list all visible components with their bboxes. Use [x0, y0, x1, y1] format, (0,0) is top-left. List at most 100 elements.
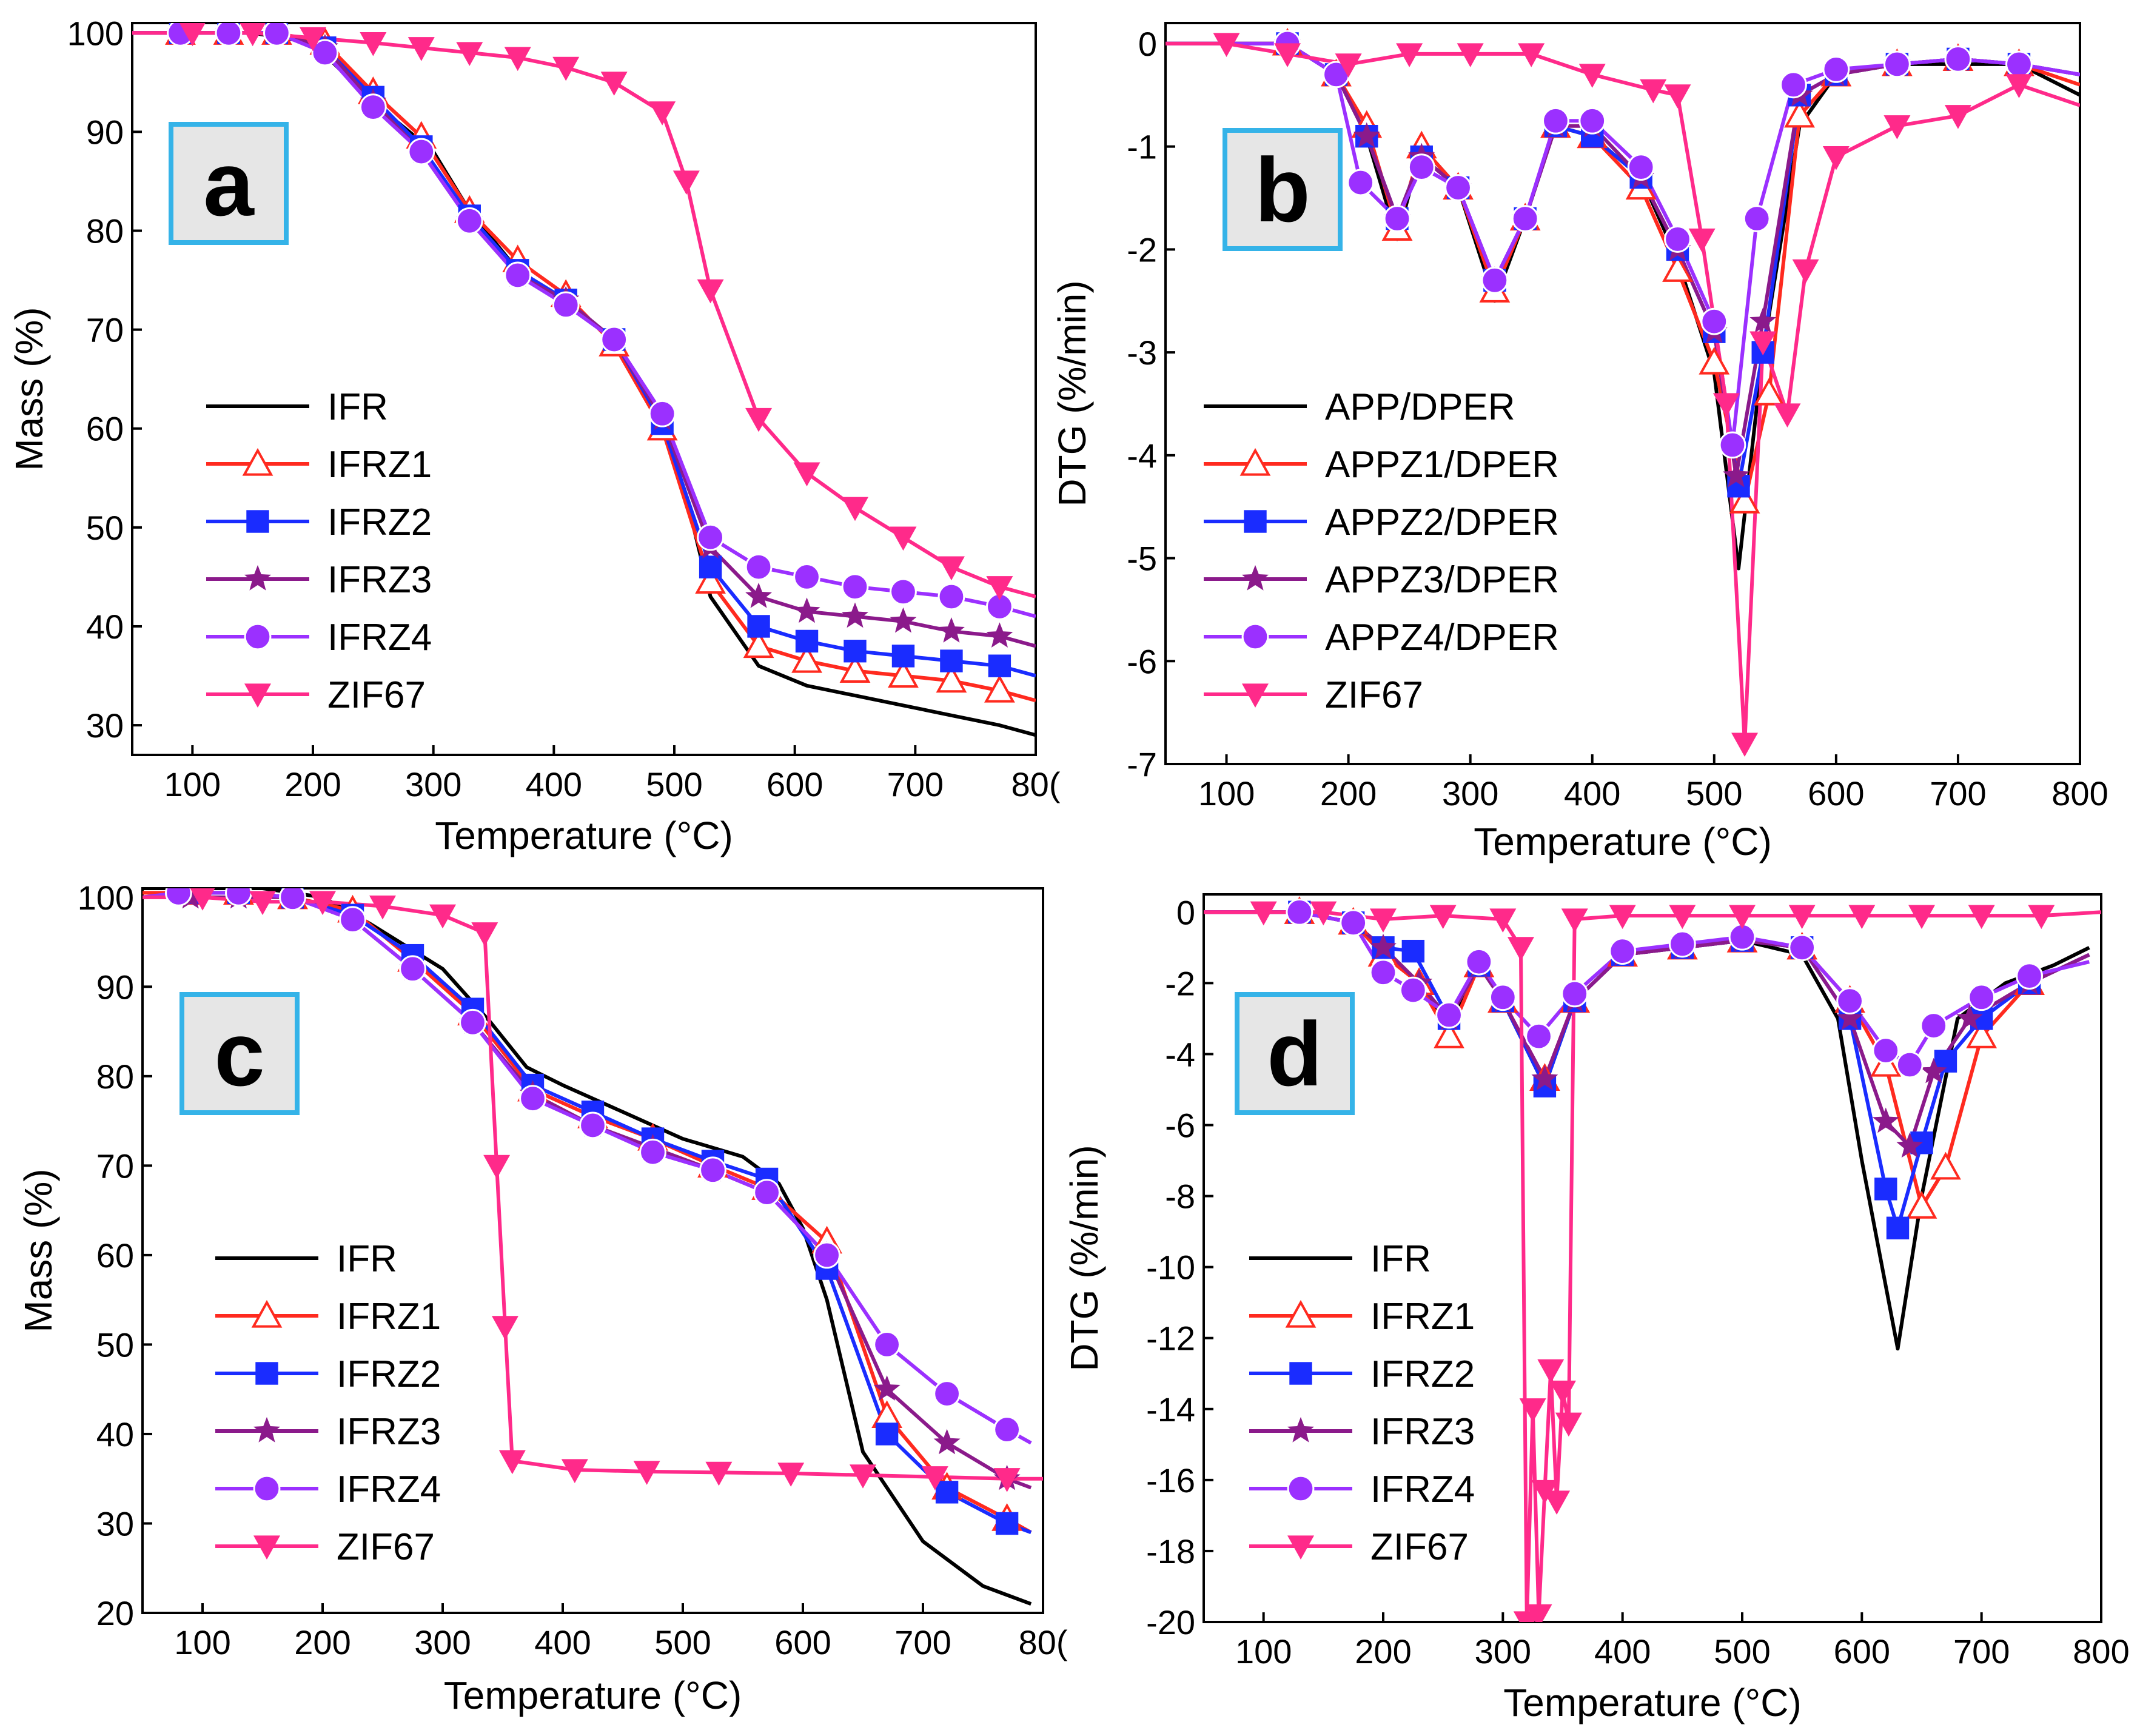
data-point — [1753, 377, 1785, 406]
data-point — [1489, 984, 1517, 1011]
data-point — [1561, 908, 1588, 933]
data-point — [1561, 980, 1589, 1008]
data-point — [1435, 1001, 1463, 1029]
data-point — [993, 1416, 1021, 1443]
x-tick-label: 700 — [887, 765, 944, 803]
data-point — [1944, 45, 1972, 73]
series-group — [1204, 896, 2101, 1622]
y-tick-label: -2 — [1127, 230, 1157, 269]
y-tick-label: 80 — [86, 212, 124, 250]
data-point — [1347, 169, 1375, 196]
y-tick-label: 20 — [96, 1594, 134, 1632]
data-point — [1369, 959, 1397, 987]
data-point — [552, 56, 580, 81]
data-point — [648, 400, 676, 427]
data-point — [1883, 115, 1911, 139]
data-point — [743, 630, 774, 659]
data-point — [1700, 307, 1728, 335]
y-tick-label: -14 — [1146, 1390, 1195, 1429]
y-tick-label: -7 — [1127, 745, 1157, 783]
y-tick-label: 90 — [86, 113, 124, 151]
data-point — [841, 573, 869, 601]
data-point — [1578, 107, 1606, 135]
x-tick-label: 100 — [1198, 774, 1255, 813]
data-point — [1401, 939, 1425, 963]
x-tick-label: 600 — [774, 1623, 831, 1661]
data-point — [1444, 174, 1472, 201]
legend-label: IFRZ4 — [327, 617, 432, 659]
data-point — [455, 207, 483, 235]
data-point — [1874, 1178, 1897, 1201]
data-point — [875, 1423, 899, 1446]
data-point — [1543, 1490, 1571, 1515]
legend-label: ZIF67 — [1325, 674, 1423, 716]
data-point — [190, 888, 215, 911]
data-point — [649, 101, 676, 126]
legend-marker — [244, 683, 271, 708]
data-point — [1780, 71, 1807, 99]
data-point — [1274, 43, 1301, 67]
x-tick-label: 500 — [654, 1623, 711, 1661]
data-point — [429, 904, 456, 929]
data-point — [793, 597, 820, 623]
series-group — [143, 888, 1043, 1606]
data-point — [1712, 393, 1740, 417]
series-group — [1166, 27, 2080, 757]
data-point — [491, 1316, 518, 1340]
panel-c: 100 200 300 400 500 600 700 80(20 30 40 50 60 70 80 90… — [16, 879, 1068, 1717]
legend-marker — [1287, 1416, 1314, 1443]
data-point — [639, 1138, 666, 1166]
y-tick-label: 90 — [96, 968, 134, 1006]
x-tick-label: 400 — [1594, 1632, 1651, 1671]
legend-label: ZIF67 — [337, 1526, 435, 1568]
y-tick-label: 30 — [86, 706, 124, 745]
legend-label: APP/DPER — [1325, 386, 1515, 428]
plot-frame — [141, 887, 1044, 1614]
y-tick-label: -20 — [1146, 1603, 1195, 1641]
y-tick-label: 40 — [96, 1415, 134, 1453]
data-point — [986, 622, 1013, 648]
data-point — [215, 23, 243, 47]
data-point — [309, 891, 336, 916]
data-point — [1537, 1359, 1565, 1384]
x-tick-label: 200 — [294, 1623, 351, 1661]
data-point — [1836, 987, 1864, 1015]
data-point — [938, 583, 965, 611]
legend-marker — [253, 1475, 281, 1503]
data-point — [339, 906, 366, 934]
data-point — [890, 526, 917, 551]
y-tick-label: 0 — [1176, 893, 1195, 931]
panel-label-box — [169, 122, 289, 245]
y-tick-label: -10 — [1146, 1248, 1195, 1287]
data-point — [1723, 461, 1749, 488]
data-point — [1609, 905, 1636, 930]
data-point — [1886, 1216, 1910, 1239]
data-point — [873, 1331, 901, 1358]
data-point — [240, 23, 266, 47]
data-point — [1542, 107, 1569, 135]
data-point — [633, 1461, 660, 1485]
data-point — [2016, 962, 2044, 990]
data-point — [369, 895, 396, 920]
data-point — [1407, 153, 1435, 181]
data-point — [1669, 905, 1696, 930]
legend-marker — [244, 565, 271, 591]
y-tick-label: 50 — [96, 1325, 134, 1364]
data-point — [1930, 1151, 1961, 1180]
data-point — [940, 649, 963, 672]
data-point — [1956, 1004, 1983, 1030]
panel-label-box — [1223, 128, 1343, 251]
x-tick-label: 300 — [1475, 1632, 1531, 1671]
data-point — [1457, 43, 1484, 67]
legend-label: IFRZ3 — [337, 1411, 441, 1453]
data-point — [673, 170, 700, 195]
x-tick-label: 700 — [1953, 1632, 2010, 1671]
legend-label: APPZ3/DPER — [1325, 559, 1559, 601]
data-point — [225, 888, 252, 907]
series-line-app-dper — [1166, 41, 2080, 571]
data-point — [600, 326, 628, 354]
data-point — [995, 1512, 1019, 1535]
legend-label: IFRZ3 — [1370, 1411, 1475, 1453]
legend: IFR IFRZ1 IFRZ2 IFRZ3 IFRZ4 ZIF67 — [1249, 1238, 1475, 1568]
data-point — [1966, 1020, 1997, 1048]
